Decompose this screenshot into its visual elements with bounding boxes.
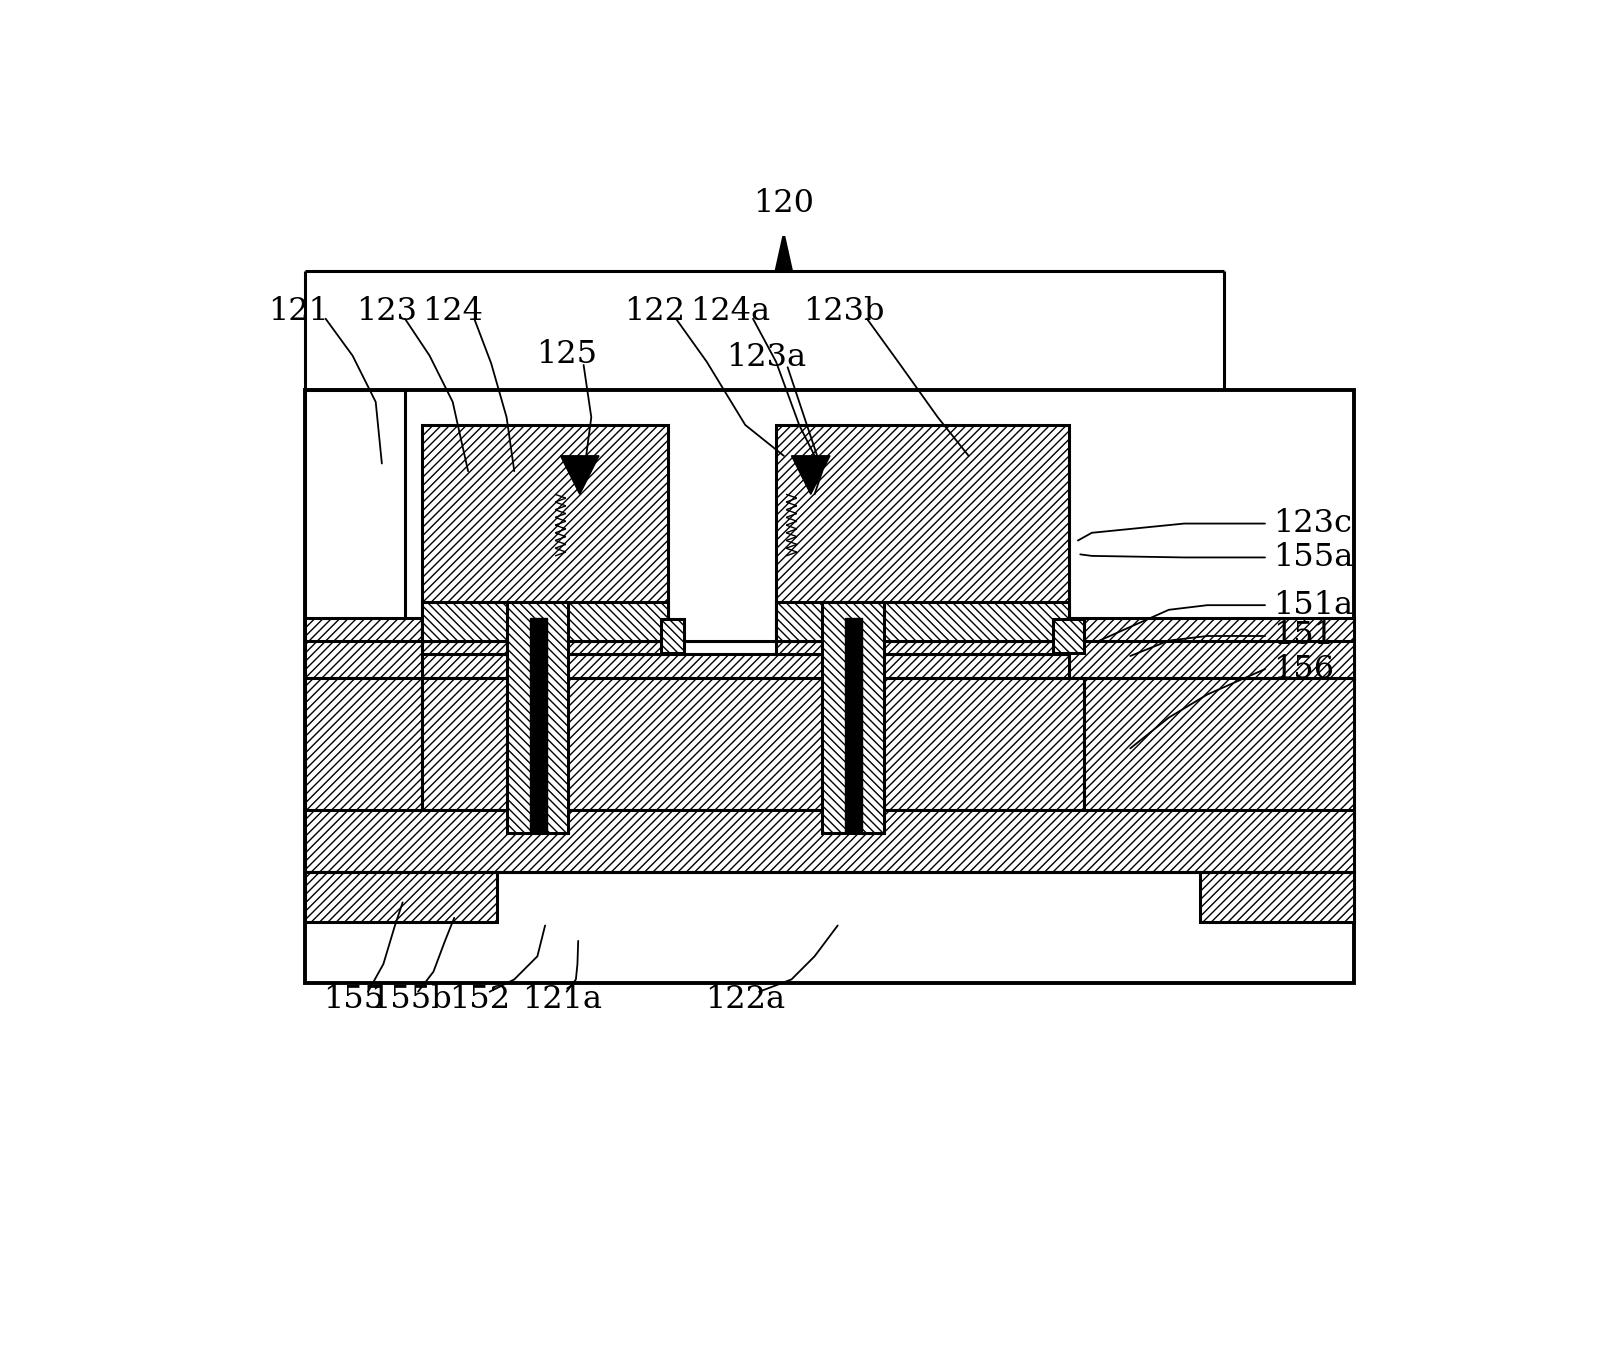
Bar [1053, 619, 1084, 653]
Bar [304, 390, 404, 883]
Bar [529, 617, 547, 834]
Bar [422, 677, 1084, 811]
Bar [660, 619, 684, 653]
Bar [304, 811, 1354, 872]
Bar [1069, 617, 1354, 677]
Text: 120: 120 [754, 188, 814, 219]
Bar [1084, 677, 1354, 840]
Text: 123b: 123b [803, 295, 885, 326]
Text: 124a: 124a [689, 295, 770, 326]
Text: 123c: 123c [1273, 509, 1351, 539]
Polygon shape [777, 237, 791, 271]
Bar [304, 677, 422, 840]
Text: 151a: 151a [1273, 590, 1353, 620]
Polygon shape [560, 456, 599, 494]
Text: 122a: 122a [705, 983, 785, 1015]
Bar [777, 602, 1069, 641]
Bar [822, 602, 883, 834]
Bar [304, 617, 422, 677]
Bar [304, 872, 497, 922]
Bar [845, 617, 862, 834]
Text: 156: 156 [1273, 654, 1333, 684]
Bar [506, 602, 568, 834]
Text: 123a: 123a [726, 341, 806, 373]
Text: 121a: 121a [523, 983, 602, 1015]
Text: 124: 124 [422, 295, 484, 326]
Polygon shape [791, 456, 830, 494]
Bar [304, 390, 1354, 983]
Text: 155: 155 [324, 983, 385, 1015]
Bar [1199, 872, 1354, 922]
Text: 123: 123 [356, 295, 417, 326]
Bar [422, 424, 668, 654]
Bar [304, 654, 1354, 677]
Text: 125: 125 [536, 339, 597, 370]
Text: 152: 152 [450, 983, 510, 1015]
Text: 122: 122 [625, 295, 684, 326]
Text: 121: 121 [269, 295, 328, 326]
Text: 151: 151 [1273, 620, 1333, 651]
Bar [422, 602, 668, 641]
Bar [777, 424, 1069, 654]
Text: 155a: 155a [1273, 541, 1353, 573]
Text: 155b: 155b [371, 983, 451, 1015]
